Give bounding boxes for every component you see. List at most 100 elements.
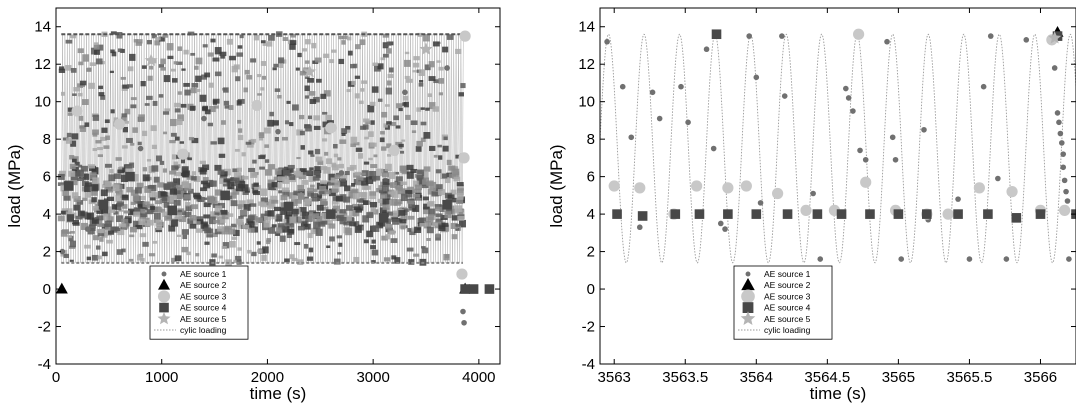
ae-event-mark (110, 31, 117, 35)
ae-event-mark (246, 199, 254, 205)
ae-event-mark (301, 48, 308, 52)
ae-event-mark (312, 213, 320, 219)
ae-event-mark (174, 255, 182, 262)
y-tick-label: 4 (587, 206, 595, 223)
ae-event-mark (324, 151, 329, 156)
ae-event-mark (188, 136, 195, 141)
ae-event-mark (195, 88, 201, 93)
ae-event-mark (297, 225, 305, 231)
ae-event-mark (231, 65, 238, 73)
ae-event-mark (271, 224, 277, 228)
ae-event-mark (274, 183, 282, 189)
ae-event-mark (119, 223, 127, 228)
ae-event-mark (432, 222, 438, 226)
data-point (670, 209, 681, 219)
ae-event-mark (218, 255, 224, 259)
ae-event-mark (79, 125, 86, 132)
ae-event-mark (113, 173, 121, 179)
data-point (987, 33, 994, 39)
x-tick-label: 3564.5 (804, 369, 850, 386)
ae-event-mark (414, 184, 422, 191)
ae-event-mark (82, 54, 90, 62)
ae-event-mark (279, 64, 284, 68)
ae-event-mark (120, 116, 127, 122)
legend-label: cylic loading (764, 325, 811, 335)
ae-event-mark (388, 171, 396, 179)
y-tick-label: 2 (587, 244, 595, 261)
ae-event-mark (376, 221, 384, 229)
ae-event-mark (165, 192, 173, 199)
ae-event-mark (282, 226, 290, 233)
ae-event-mark (334, 174, 341, 179)
ae-event-mark (386, 48, 392, 54)
ae-event-mark (146, 209, 154, 214)
ae-event-mark (91, 197, 97, 203)
ae-event-mark (311, 193, 319, 199)
ae-event-mark (302, 211, 310, 219)
ae-event-mark (204, 241, 210, 245)
ae-event-mark (289, 122, 294, 127)
ae-event-mark (444, 254, 450, 259)
ae-event-mark (268, 164, 276, 170)
y-tick-label: 2 (43, 244, 51, 261)
ae-event-mark (140, 80, 146, 87)
ae-event-mark (435, 206, 443, 212)
ae-event-mark (140, 212, 148, 218)
ae-event-mark (238, 200, 246, 208)
ae-event-mark (179, 215, 187, 223)
ae-event-mark (399, 165, 407, 172)
ae-event-mark (341, 133, 346, 136)
data-point (857, 147, 863, 154)
x-tick-label: 3565.5 (946, 369, 992, 386)
data-point (1056, 119, 1062, 126)
ae-event-mark (87, 67, 92, 72)
ae-event-mark (69, 259, 74, 262)
ae-event-mark (117, 169, 125, 174)
ae-event-mark (211, 253, 217, 258)
ae-event-mark (115, 194, 123, 202)
ae-event-mark (272, 67, 277, 71)
ae-event-mark (359, 39, 366, 46)
ae-event-mark (177, 46, 183, 51)
ae-event-mark (289, 42, 296, 50)
ae-event-mark (86, 256, 92, 261)
y-tick-label: -2 (582, 319, 595, 336)
ae-event-mark (170, 118, 177, 127)
ae-event-mark (217, 226, 225, 232)
ae-event-mark (174, 171, 182, 177)
data-point (1048, 31, 1062, 44)
ae-event-mark (285, 222, 291, 226)
ae-event-mark (401, 169, 409, 175)
ae-event-mark (173, 178, 181, 186)
ae-event-mark (442, 46, 449, 53)
ae-event-mark (412, 204, 420, 212)
ae-event-mark (386, 80, 392, 86)
ae-event-mark (224, 225, 232, 230)
ae-event-mark (267, 183, 275, 191)
ae-event-mark (378, 189, 384, 194)
ae-event-mark (237, 45, 243, 49)
ae-event-mark (78, 61, 84, 66)
ae-event-mark (163, 75, 171, 83)
ae-event-mark (196, 221, 201, 225)
ae-event-mark (426, 237, 431, 241)
ae-event-mark (455, 223, 460, 227)
ae-event-mark (428, 76, 436, 81)
ae-event-mark (322, 138, 328, 142)
ae-event-mark (236, 52, 244, 57)
data-point (717, 220, 724, 227)
data-point (751, 209, 762, 219)
ae-event-mark (142, 167, 147, 172)
ae-event-mark (356, 177, 364, 186)
ae-event-mark (352, 191, 360, 200)
ae-event-mark (267, 119, 274, 127)
ae-event-mark (160, 191, 168, 197)
legend-marker (745, 271, 751, 277)
ae-event-mark (335, 195, 343, 202)
ae-event-mark (164, 108, 171, 112)
ae-event-mark (286, 233, 292, 239)
data-point (893, 209, 904, 219)
ae-event-mark (72, 192, 79, 199)
ae-event-mark (238, 216, 244, 219)
ae-event-mark (193, 192, 201, 198)
